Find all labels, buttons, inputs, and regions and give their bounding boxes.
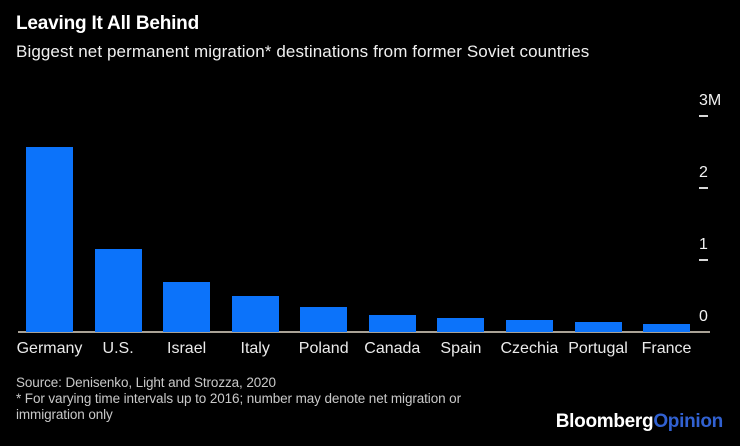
bar-germany — [26, 147, 73, 332]
x-axis-label-germany: Germany — [16, 340, 83, 357]
bar-czechia — [505, 319, 553, 332]
x-axis-label-italy: Italy — [240, 340, 270, 357]
bar-italy — [231, 296, 279, 332]
chart-subtitle: Biggest net permanent migration* destina… — [16, 42, 590, 61]
bar-us — [94, 249, 142, 332]
x-axis-label-spain: Spain — [440, 340, 482, 357]
logo-opinion-text: Opinion — [653, 411, 723, 432]
y-axis-label-1: 1 — [699, 236, 708, 253]
bar-israel — [163, 282, 211, 332]
bar-canada — [368, 314, 416, 332]
bar-portugal — [574, 321, 622, 332]
logo-bloomberg-text: Bloomberg — [555, 411, 654, 432]
x-axis-label-poland: Poland — [298, 340, 349, 357]
y-axis-tick-1 — [699, 259, 708, 261]
y-axis-tick-2 — [699, 187, 708, 189]
x-axis-label-canada: Canada — [364, 340, 421, 357]
footnote-line-1: * For varying time intervals up to 2016;… — [16, 391, 461, 406]
chart-title: Leaving It All Behind — [16, 13, 199, 34]
bloomberg-opinion-logo: BloombergOpinion — [555, 411, 724, 433]
y-axis-label-0: 0 — [699, 308, 708, 325]
y-axis-tick-3m — [699, 115, 708, 117]
y-axis-label-2: 2 — [699, 164, 708, 181]
footnote-line-2: immigration only — [16, 407, 113, 422]
x-axis-label-portugal: Portugal — [568, 340, 628, 357]
x-axis-label-israel: Israel — [167, 340, 207, 357]
x-axis-label-france: France — [641, 340, 692, 357]
x-axis-baseline — [18, 331, 710, 333]
bar-france — [643, 324, 690, 332]
bar-poland — [300, 306, 348, 332]
x-axis-label-us: U.S. — [102, 340, 134, 357]
bar-spain — [437, 318, 485, 332]
source-note: Source: Denisenko, Light and Strozza, 20… — [16, 375, 276, 390]
y-axis-label-3m: 3M — [699, 92, 722, 109]
x-axis-label-czechia: Czechia — [500, 340, 559, 357]
